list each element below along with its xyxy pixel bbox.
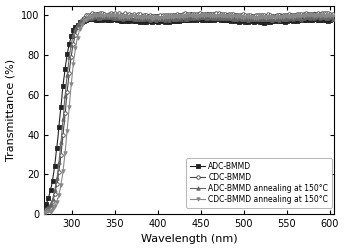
CDC-BMMD: [304, 12, 308, 15]
ADC-BMMD: [102, 17, 106, 20]
ADC-BMMD annealing at 150°C: [316, 14, 320, 18]
X-axis label: Wavelength (nm): Wavelength (nm): [141, 234, 238, 244]
ADC-BMMD annealing at 150°C: [304, 16, 308, 19]
ADC-BMMD annealing at 150°C: [268, 18, 272, 21]
ADC-BMMD: [234, 20, 238, 22]
CDC-BMMD annealing at 150°C: [125, 16, 129, 19]
Line: CDC-BMMD annealing at 150°C: CDC-BMMD annealing at 150°C: [43, 13, 336, 215]
ADC-BMMD: [125, 18, 129, 21]
CDC-BMMD annealing at 150°C: [114, 14, 118, 17]
ADC-BMMD annealing at 150°C: [233, 17, 237, 20]
ADC-BMMD annealing at 150°C: [332, 16, 336, 19]
CDC-BMMD: [268, 14, 272, 17]
ADC-BMMD annealing at 150°C: [124, 16, 128, 19]
ADC-BMMD annealing at 150°C: [113, 16, 117, 19]
ADC-BMMD: [43, 205, 47, 208]
CDC-BMMD: [113, 13, 117, 16]
Y-axis label: Transmittance (%): Transmittance (%): [6, 59, 16, 161]
CDC-BMMD: [134, 13, 138, 16]
ADC-BMMD: [332, 18, 336, 21]
ADC-BMMD: [42, 204, 47, 208]
CDC-BMMD annealing at 150°C: [332, 14, 336, 17]
CDC-BMMD annealing at 150°C: [43, 212, 48, 215]
CDC-BMMD annealing at 150°C: [233, 15, 237, 18]
ADC-BMMD annealing at 150°C: [134, 18, 138, 21]
CDC-BMMD: [332, 13, 336, 16]
CDC-BMMD annealing at 150°C: [316, 13, 320, 16]
Line: CDC-BMMD: CDC-BMMD: [43, 10, 336, 214]
ADC-BMMD annealing at 150°C: [42, 210, 47, 214]
Line: ADC-BMMD annealing at 150°C: ADC-BMMD annealing at 150°C: [43, 14, 336, 214]
ADC-BMMD: [114, 19, 118, 22]
CDC-BMMD annealing at 150°C: [42, 212, 47, 215]
CDC-BMMD: [233, 14, 237, 17]
ADC-BMMD: [304, 18, 308, 21]
Legend: ADC-BMMD, CDC-BMMD, ADC-BMMD annealing at 150°C, CDC-BMMD annealing at 150°C: ADC-BMMD, CDC-BMMD, ADC-BMMD annealing a…: [186, 158, 332, 208]
ADC-BMMD: [135, 19, 139, 22]
CDC-BMMD: [124, 14, 128, 17]
CDC-BMMD: [42, 211, 47, 214]
CDC-BMMD annealing at 150°C: [134, 16, 138, 20]
CDC-BMMD annealing at 150°C: [268, 16, 273, 19]
CDC-BMMD: [312, 11, 316, 14]
Line: ADC-BMMD: ADC-BMMD: [43, 16, 336, 208]
CDC-BMMD annealing at 150°C: [304, 14, 308, 17]
ADC-BMMD: [269, 19, 273, 22]
